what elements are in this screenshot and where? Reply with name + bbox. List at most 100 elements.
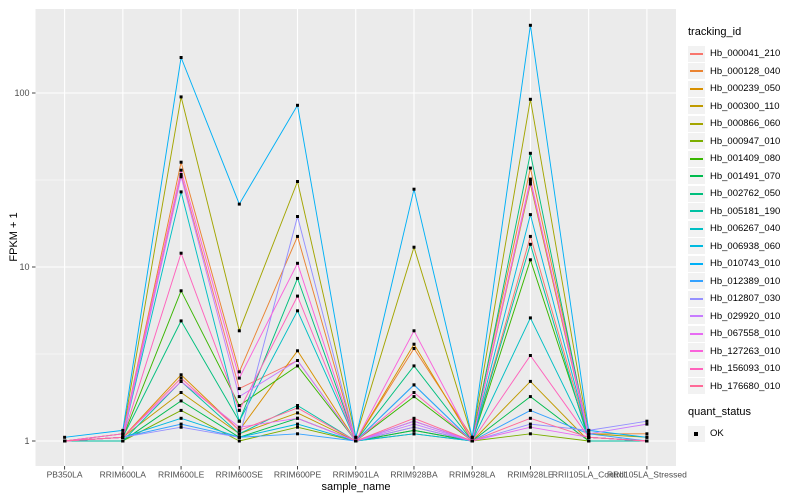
legend-key — [688, 325, 705, 342]
legend-key — [688, 133, 705, 150]
legend-item-label: Hb_002762_050 — [710, 188, 781, 200]
legend-key — [688, 238, 705, 255]
data-point — [121, 428, 125, 432]
legend-item-label: Hb_000239_050 — [710, 83, 781, 95]
series-color-line-icon — [690, 350, 703, 353]
series-color-line-icon — [690, 52, 703, 55]
data-point — [412, 422, 416, 426]
x-tick-label: RRIM600LA — [100, 470, 147, 480]
data-point — [296, 364, 299, 368]
data-point — [354, 435, 358, 439]
legend-item: Hb_000041_210 — [688, 45, 800, 63]
legend-key — [688, 378, 705, 395]
ok-point-key — [688, 425, 705, 442]
data-point — [296, 425, 299, 429]
data-point — [412, 416, 416, 420]
data-point — [528, 97, 532, 101]
x-tick-label: RRIM928LA — [449, 470, 496, 480]
data-point — [237, 428, 241, 432]
data-point — [528, 408, 532, 412]
data-point — [528, 182, 532, 186]
data-point — [587, 428, 591, 432]
data-point — [179, 95, 183, 99]
legend-item: Hb_029920_010 — [688, 308, 800, 326]
legend-item: Hb_000947_010 — [688, 133, 800, 151]
data-point — [121, 439, 125, 443]
data-point — [412, 419, 416, 423]
black-square-point-icon — [694, 431, 698, 436]
legend-item-label: Hb_012389_010 — [710, 275, 781, 287]
series-color-line-icon — [690, 105, 703, 108]
series-color-line-icon — [690, 210, 703, 213]
data-point — [179, 251, 183, 255]
series-color-line-icon — [690, 332, 703, 335]
data-point — [528, 234, 532, 238]
data-point — [528, 379, 532, 383]
series-color-line-icon — [690, 280, 703, 283]
y-tick-label: 100 — [14, 88, 29, 98]
series-color-line-icon — [690, 385, 703, 388]
legend-item-label: Hb_001491_070 — [710, 170, 781, 182]
legend-item-label: Hb_006938_060 — [710, 240, 781, 252]
series-color-line-icon — [690, 157, 703, 160]
legend-item-label: Hb_000128_040 — [710, 65, 781, 77]
data-point — [296, 432, 299, 436]
legend-item: Hb_012389_010 — [688, 273, 800, 291]
series-color-line-icon — [690, 70, 703, 73]
data-point — [179, 379, 183, 383]
data-point — [179, 190, 183, 194]
x-tick-label: RRII105LA_Stressed — [607, 470, 687, 480]
y-tick-label: 10 — [19, 262, 29, 272]
legend-item: Hb_156093_010 — [688, 360, 800, 378]
legend-item: Hb_000239_050 — [688, 80, 800, 98]
data-point — [296, 404, 299, 407]
x-tick-label: PB350LA — [47, 470, 83, 480]
legend-item-label: Hb_176680_010 — [710, 380, 781, 392]
data-point — [412, 342, 416, 346]
data-point — [296, 411, 299, 415]
legend-item: Hb_006938_060 — [688, 238, 800, 256]
legend-item-label: Hb_000866_060 — [710, 118, 781, 130]
data-point — [587, 432, 591, 436]
data-point — [470, 435, 474, 439]
legend-item: Hb_067558_010 — [688, 325, 800, 343]
data-point — [528, 180, 532, 183]
y-axis-title: FPKM + 1 — [8, 212, 20, 262]
data-point — [237, 425, 241, 429]
legend-item: Hb_000300_110 — [688, 98, 800, 116]
data-point — [179, 175, 183, 179]
data-point — [412, 391, 416, 394]
data-point — [528, 23, 532, 27]
legend-item: Hb_012807_030 — [688, 290, 800, 308]
series-color-line-icon — [690, 122, 703, 125]
legend-item-label: Hb_000300_110 — [710, 100, 780, 112]
data-point — [412, 187, 416, 191]
legend-item-label: Hb_000947_010 — [710, 135, 781, 147]
series-color-line-icon — [690, 175, 703, 178]
data-point — [528, 354, 532, 357]
data-point — [528, 213, 532, 217]
data-point — [179, 160, 183, 164]
x-tick-label: RRIM600SE — [216, 470, 264, 480]
data-point — [528, 242, 532, 246]
legend-item-label: Hb_010743_010 — [710, 258, 781, 270]
data-point — [296, 234, 299, 238]
data-point — [237, 419, 241, 423]
data-point — [237, 395, 241, 399]
data-point — [412, 245, 416, 249]
legend-title-tracking-id: tracking_id — [688, 26, 742, 38]
data-point — [587, 439, 591, 443]
data-point — [645, 439, 649, 443]
data-point — [528, 316, 532, 320]
legend-key — [688, 80, 705, 97]
data-point — [528, 151, 532, 155]
data-point — [237, 404, 241, 407]
legend-group-quant-status: quant_status OK — [688, 406, 800, 443]
legend-item-label: Hb_006267_040 — [710, 223, 781, 235]
x-axis-title: sample_name — [321, 481, 391, 493]
legend-key — [688, 343, 705, 360]
legend-key — [688, 308, 705, 325]
data-point — [121, 432, 125, 436]
data-point — [296, 215, 299, 218]
legend-key — [688, 98, 705, 115]
